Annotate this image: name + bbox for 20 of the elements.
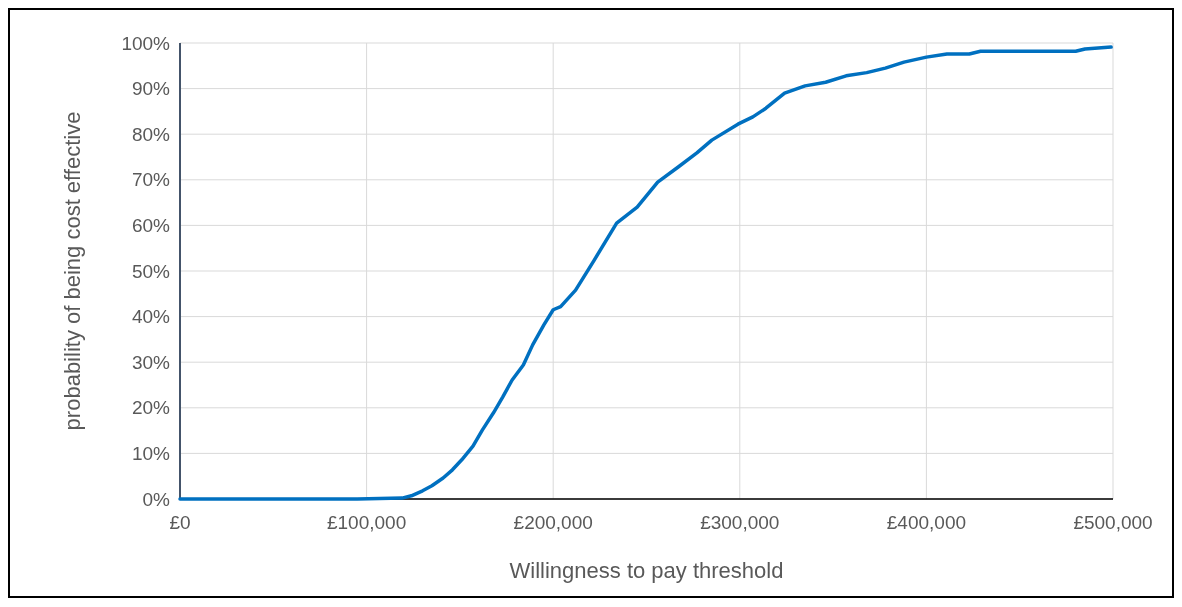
x-tick-label: £300,000 [700, 512, 780, 533]
y-tick-label: 0% [142, 488, 171, 510]
y-tick-label: 70% [131, 169, 171, 191]
y-tick-label: 80% [131, 123, 171, 145]
y-tick-label: 50% [131, 260, 171, 282]
x-tick-label: £400,000 [886, 512, 967, 533]
x-tick-label: £100,000 [326, 512, 407, 533]
line-series [178, 45, 1113, 501]
y-tick-label: 100% [121, 32, 171, 54]
x-axis-title: Willingness to pay threshold [509, 558, 784, 583]
y-tick-label: 60% [131, 215, 171, 237]
x-tick-label: £0 [169, 512, 191, 533]
y-tick-label: 20% [131, 397, 171, 419]
y-tick-label: 40% [131, 306, 171, 328]
y-tick-label: 10% [131, 443, 171, 465]
y-tick-label: 30% [131, 351, 171, 373]
x-tick-label: £500,000 [1073, 512, 1153, 533]
y-tick-label: 90% [131, 78, 171, 100]
x-tick-label: £200,000 [513, 512, 593, 533]
y-axis-title: probability of being cost effective [60, 111, 85, 431]
